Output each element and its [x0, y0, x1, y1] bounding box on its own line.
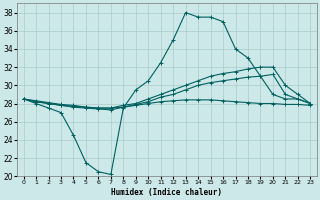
X-axis label: Humidex (Indice chaleur): Humidex (Indice chaleur) — [111, 188, 222, 197]
